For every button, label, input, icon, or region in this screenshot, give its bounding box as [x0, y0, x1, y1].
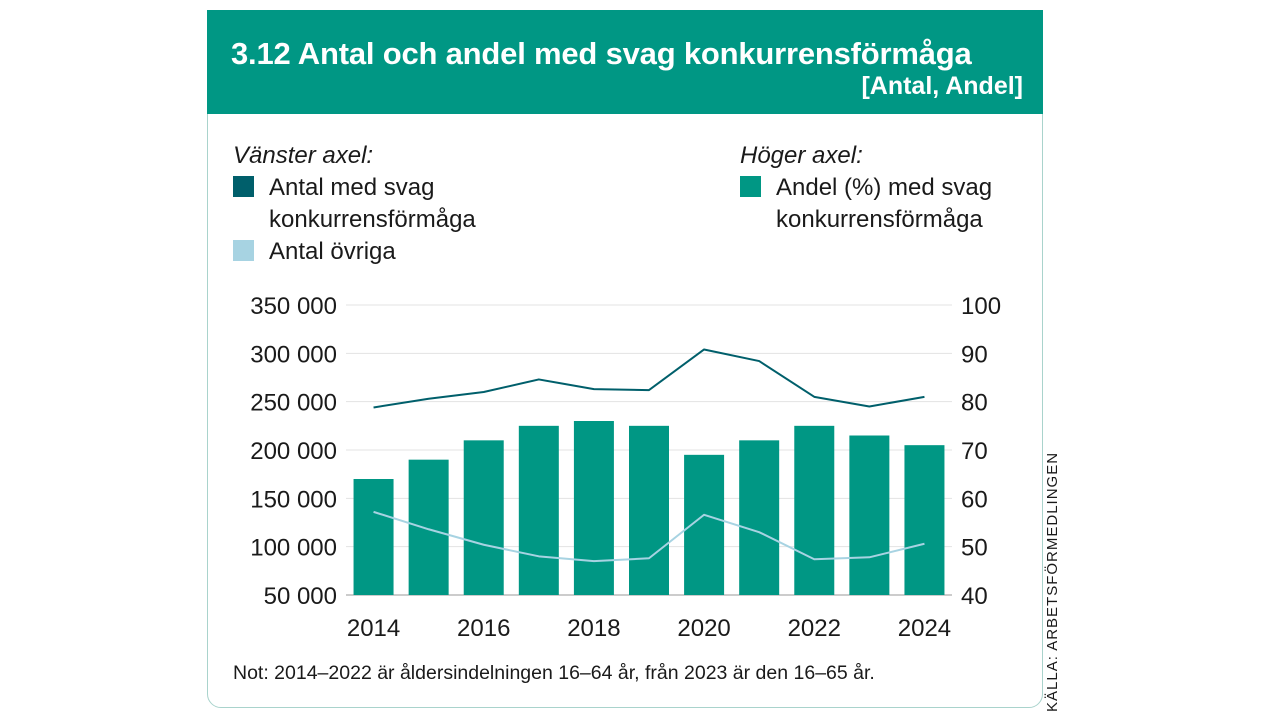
legend-item-antal-svag: Antal med svag konkurrensförmåga: [233, 172, 476, 236]
right-tick-label: 90: [961, 341, 988, 368]
x-tick-label: 2018: [567, 615, 620, 642]
bar-series: [353, 421, 945, 595]
legend-right: Höger axel: Andel (%) med svag konkurren…: [740, 140, 992, 236]
x-axis: 2014 2016 2018 2020 2022 2024: [347, 615, 951, 642]
legend-swatch-antal-svag: [233, 176, 254, 197]
chart-card: [207, 10, 1043, 708]
legend-label: Antal med svag: [269, 174, 435, 201]
left-tick-label: 200 000: [250, 438, 337, 465]
x-tick-label: 2022: [788, 615, 841, 642]
left-tick-label: 350 000: [250, 293, 337, 320]
left-tick-label: 50 000: [264, 583, 337, 610]
legend-label: Antal övriga: [269, 238, 396, 265]
x-tick-label: 2014: [347, 615, 400, 642]
legend-label: Andel (%) med svag: [776, 174, 993, 201]
chart-source: KÄLLA: ARBETSFÖRMEDLINGEN: [1044, 451, 1061, 712]
legend-left-heading: Vänster axel:: [233, 142, 374, 169]
bar: [739, 440, 780, 595]
left-axis: 50 000 100 000 150 000 200 000 250 000 300 00…: [250, 293, 337, 610]
bar: [849, 435, 890, 595]
left-tick-label: 100 000: [250, 535, 337, 562]
bar: [408, 459, 449, 595]
right-axis: 40 50 60 70 80 90 100: [961, 293, 1001, 610]
right-tick-label: 40: [961, 583, 988, 610]
legend-left: Vänster axel: Antal med svag konkurrensf…: [233, 140, 476, 268]
legend-item-andel-svag: Andel (%) med svag konkurrensförmåga: [740, 172, 992, 236]
x-tick-label: 2016: [457, 615, 510, 642]
chart-note: Not: 2014–2022 är åldersindelningen 16–6…: [233, 662, 875, 684]
series-line: [373, 348, 925, 409]
bar: [629, 425, 669, 595]
right-tick-label: 70: [961, 438, 988, 465]
legend-swatch-antal-ovriga: [233, 240, 254, 261]
bar: [573, 421, 614, 595]
series-line: [373, 510, 925, 563]
chart-header: 3.12 Antal och andel med svag konkurrens…: [207, 10, 1043, 114]
legend-swatch-andel-svag: [740, 176, 761, 197]
x-tick-label: 2020: [677, 615, 730, 642]
right-tick-label: 50: [961, 535, 988, 562]
legend-right-heading: Höger axel:: [740, 142, 863, 169]
left-tick-label: 250 000: [250, 390, 337, 417]
x-tick-label: 2024: [898, 615, 951, 642]
chart-title: 3.12 Antal och andel med svag konkurrens…: [231, 36, 972, 71]
line-series: [373, 348, 925, 563]
legend-label: konkurrensförmåga: [776, 206, 983, 233]
legend-label: konkurrensförmåga: [269, 206, 476, 233]
left-tick-label: 150 000: [250, 486, 337, 513]
bar: [353, 479, 394, 595]
right-tick-label: 60: [961, 486, 988, 513]
bar: [904, 445, 945, 595]
chart-subtitle: [Antal, Andel]: [861, 72, 1023, 100]
left-tick-label: 300 000: [250, 341, 337, 368]
bar: [518, 425, 559, 595]
right-tick-label: 80: [961, 390, 988, 417]
bar: [794, 425, 835, 595]
bar: [463, 440, 504, 595]
legend-item-antal-ovriga: Antal övriga: [233, 236, 476, 268]
right-tick-label: 100: [961, 293, 1001, 320]
